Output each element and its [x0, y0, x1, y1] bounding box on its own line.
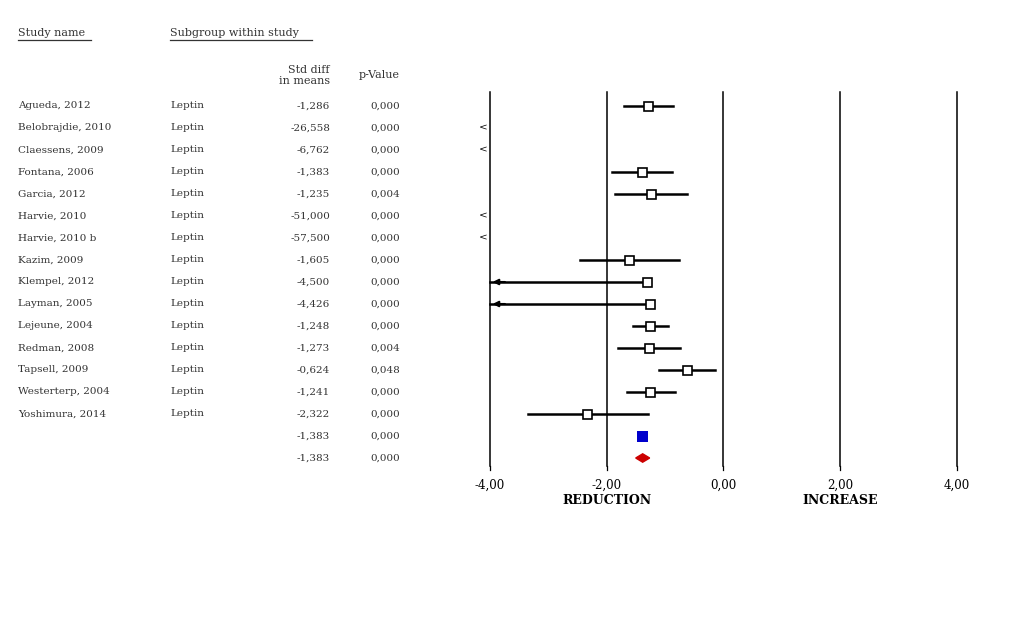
Text: -6,762: -6,762 [297, 146, 330, 154]
Text: 0,000: 0,000 [370, 102, 399, 111]
Bar [645, 322, 654, 330]
Text: Fontana, 2006: Fontana, 2006 [18, 168, 94, 176]
Text: -1,273: -1,273 [297, 344, 330, 352]
Text: p-Value: p-Value [359, 70, 399, 80]
Text: Harvie, 2010 b: Harvie, 2010 b [18, 234, 96, 242]
Bar [625, 256, 634, 264]
Text: Claessens, 2009: Claessens, 2009 [18, 146, 104, 154]
Text: Layman, 2005: Layman, 2005 [18, 300, 93, 308]
Text: -1,241: -1,241 [297, 387, 330, 396]
Text: INCREASE: INCREASE [802, 494, 877, 507]
Text: Leptin: Leptin [170, 124, 204, 133]
Text: Klempel, 2012: Klempel, 2012 [18, 278, 94, 286]
Text: 0,000: 0,000 [370, 124, 399, 133]
Text: 0,000: 0,000 [370, 168, 399, 176]
Text: -1,286: -1,286 [297, 102, 330, 111]
Bar [638, 168, 646, 176]
Text: -1,605: -1,605 [297, 256, 330, 264]
Text: -1,383: -1,383 [297, 168, 330, 176]
Text: <: < [479, 212, 487, 220]
Text: Leptin: Leptin [170, 365, 204, 374]
Text: REDUCTION: REDUCTION [561, 494, 650, 507]
Text: Harvie, 2010: Harvie, 2010 [18, 212, 87, 220]
Text: -51,000: -51,000 [289, 212, 330, 220]
Text: <: < [479, 124, 487, 133]
Text: -1,235: -1,235 [297, 190, 330, 198]
Text: 0,004: 0,004 [370, 190, 399, 198]
Polygon shape [635, 454, 649, 462]
Text: Leptin: Leptin [170, 234, 204, 242]
Text: Garcia, 2012: Garcia, 2012 [18, 190, 86, 198]
Text: Study name: Study name [18, 28, 85, 38]
Text: 0,000: 0,000 [370, 409, 399, 418]
Text: Leptin: Leptin [170, 190, 204, 198]
Text: 0,000: 0,000 [370, 453, 399, 462]
Text: Leptin: Leptin [170, 322, 204, 330]
Text: Belobrajdie, 2010: Belobrajdie, 2010 [18, 124, 111, 133]
Text: in means: in means [278, 76, 330, 86]
Text: Redman, 2008: Redman, 2008 [18, 344, 94, 352]
Text: 0,000: 0,000 [370, 278, 399, 286]
Text: Leptin: Leptin [170, 102, 204, 111]
Text: 0,004: 0,004 [370, 344, 399, 352]
Text: 0,000: 0,000 [370, 387, 399, 396]
Text: -26,558: -26,558 [289, 124, 330, 133]
Bar [645, 300, 654, 308]
Text: 0,000: 0,000 [370, 146, 399, 154]
Text: -4,00: -4,00 [474, 479, 504, 492]
Text: -57,500: -57,500 [289, 234, 330, 242]
Text: Tapsell, 2009: Tapsell, 2009 [18, 365, 89, 374]
Text: 0,000: 0,000 [370, 431, 399, 440]
Text: 0,00: 0,00 [709, 479, 736, 492]
Text: 0,000: 0,000 [370, 256, 399, 264]
Bar [644, 344, 653, 352]
Text: Leptin: Leptin [170, 387, 204, 396]
Text: Leptin: Leptin [170, 168, 204, 176]
Text: Westerterp, 2004: Westerterp, 2004 [18, 387, 110, 396]
Bar [646, 190, 655, 198]
Text: 0,048: 0,048 [370, 365, 399, 374]
Bar [682, 365, 691, 374]
Text: <: < [479, 234, 487, 242]
Text: Leptin: Leptin [170, 146, 204, 154]
Bar [643, 102, 652, 111]
Text: Lejeune, 2004: Lejeune, 2004 [18, 322, 93, 330]
Text: Leptin: Leptin [170, 344, 204, 352]
Text: 2,00: 2,00 [826, 479, 853, 492]
Bar [583, 409, 592, 418]
Bar [646, 387, 655, 396]
Text: <: < [479, 146, 487, 154]
Text: Subgroup within study: Subgroup within study [170, 28, 299, 38]
Bar [637, 431, 647, 441]
Text: 0,000: 0,000 [370, 322, 399, 330]
Text: Leptin: Leptin [170, 212, 204, 220]
Text: -4,500: -4,500 [297, 278, 330, 286]
Bar [642, 278, 651, 286]
Text: Leptin: Leptin [170, 256, 204, 264]
Text: Kazim, 2009: Kazim, 2009 [18, 256, 84, 264]
Text: 4,00: 4,00 [944, 479, 969, 492]
Text: 0,000: 0,000 [370, 212, 399, 220]
Text: 0,000: 0,000 [370, 234, 399, 242]
Text: -1,248: -1,248 [297, 322, 330, 330]
Text: Leptin: Leptin [170, 300, 204, 308]
Text: -4,426: -4,426 [297, 300, 330, 308]
Text: Agueda, 2012: Agueda, 2012 [18, 102, 91, 111]
Text: -1,383: -1,383 [297, 431, 330, 440]
Text: -0,624: -0,624 [297, 365, 330, 374]
Text: 0,000: 0,000 [370, 300, 399, 308]
Text: -2,322: -2,322 [297, 409, 330, 418]
Text: Std diff: Std diff [288, 65, 330, 75]
Text: -1,383: -1,383 [297, 453, 330, 462]
Text: -2,00: -2,00 [591, 479, 621, 492]
Text: Yoshimura, 2014: Yoshimura, 2014 [18, 409, 106, 418]
Text: Leptin: Leptin [170, 409, 204, 418]
Text: Leptin: Leptin [170, 278, 204, 286]
